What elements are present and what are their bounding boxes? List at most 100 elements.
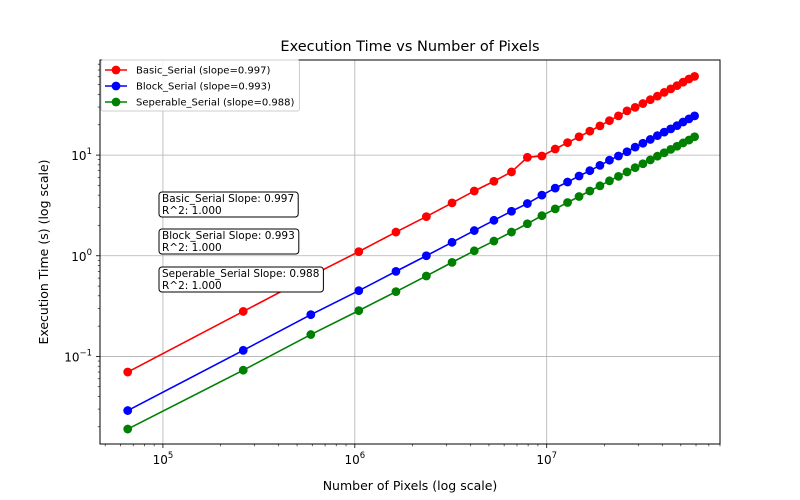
data-point (659, 87, 669, 97)
legend-box (100, 59, 300, 112)
data-point (614, 111, 623, 121)
data-point (391, 266, 401, 276)
data-point (522, 219, 532, 229)
plot-frame (99, 59, 721, 445)
legend-entry: Block_Serial (slope=0.993) (105, 82, 271, 93)
data-point (469, 186, 479, 196)
data-point (653, 151, 662, 161)
data-point (507, 167, 516, 177)
data-point (447, 198, 457, 208)
data-point (489, 176, 499, 186)
legend-label: Basic_Serial (slope=0.997) (136, 66, 270, 77)
data-point (574, 171, 584, 181)
data-point (354, 286, 364, 296)
legend-marker (111, 97, 121, 107)
data-point (653, 91, 662, 101)
data-point (605, 176, 614, 186)
data-point (585, 186, 595, 196)
data-point (537, 151, 547, 161)
annotation-line2: R^2: 1.000 (162, 242, 222, 254)
y-tick-label: 101 (71, 147, 92, 163)
annotation-box (158, 266, 324, 293)
data-point (563, 198, 572, 207)
data-point (645, 95, 655, 105)
data-point (614, 151, 623, 161)
data-point (614, 171, 623, 181)
legend-marker (111, 81, 121, 91)
data-point (537, 190, 547, 200)
data-point (595, 181, 605, 191)
data-point (507, 227, 516, 237)
x-axis-label: Number of Pixels (log scale) (323, 478, 498, 493)
data-point (645, 155, 655, 165)
x-tick-label: 107 (536, 451, 557, 467)
data-point (622, 167, 632, 177)
data-point (653, 131, 662, 141)
data-point (574, 192, 584, 201)
data-point (489, 236, 499, 246)
series-layer (123, 71, 699, 434)
data-point (585, 126, 595, 136)
annotation-box (158, 191, 299, 218)
data-point (550, 204, 560, 214)
data-point (469, 226, 479, 235)
data-point (659, 127, 669, 137)
data-point (522, 199, 532, 208)
data-point (391, 227, 401, 237)
data-point (421, 212, 431, 221)
data-point (690, 111, 699, 121)
data-point (306, 330, 316, 339)
data-point (489, 215, 499, 225)
data-point (123, 406, 133, 415)
data-point (690, 71, 699, 81)
data-point (574, 132, 584, 142)
data-point (421, 251, 431, 261)
annotation-line1: Seperable_Serial Slope: 0.988 (162, 268, 319, 280)
data-point (563, 138, 572, 148)
data-point (354, 306, 364, 316)
data-point (630, 102, 640, 112)
data-point (238, 365, 248, 375)
data-point (630, 163, 640, 173)
annotation-line2: R^2: 1.000 (162, 280, 222, 292)
data-point (645, 135, 655, 144)
legend: Basic_Serial (slope=0.997) Block_Serial (… (100, 59, 300, 112)
data-point (238, 307, 248, 316)
annotation-line1: Block_Serial Slope: 0.993 (162, 230, 295, 242)
data-point (605, 155, 614, 165)
data-point (638, 159, 648, 169)
data-point (595, 121, 605, 131)
data-point (447, 257, 457, 267)
data-point (622, 106, 632, 116)
data-point (354, 247, 364, 256)
legend-entry: Seperable_Serial (slope=0.988) (105, 98, 295, 109)
data-point (563, 177, 572, 187)
annotation-box (158, 228, 300, 255)
data-point (585, 166, 595, 176)
legend-label: Seperable_Serial (slope=0.988) (136, 98, 295, 109)
data-point (123, 367, 133, 377)
chart-title: Execution Time vs Number of Pixels (280, 39, 539, 55)
legend-entry: Basic_Serial (slope=0.997) (105, 66, 270, 77)
series-2 (123, 111, 699, 415)
data-point (638, 99, 648, 108)
data-point (659, 148, 669, 158)
data-point (447, 237, 457, 247)
series-3 (123, 132, 699, 434)
x-tick-label: 106 (344, 451, 365, 467)
data-point (391, 287, 401, 297)
y-tick-label: 10−1 (64, 348, 92, 364)
data-point (537, 211, 547, 221)
ticks: 105 106 107 10−1 100 101 (64, 63, 721, 467)
x-tick-label: 105 (153, 451, 174, 467)
annotation-line1: Basic_Serial Slope: 0.997 (162, 193, 294, 205)
legend-label: Block_Serial (slope=0.993) (136, 82, 271, 93)
data-point (622, 147, 632, 157)
data-point (550, 144, 560, 154)
data-point (306, 310, 316, 320)
